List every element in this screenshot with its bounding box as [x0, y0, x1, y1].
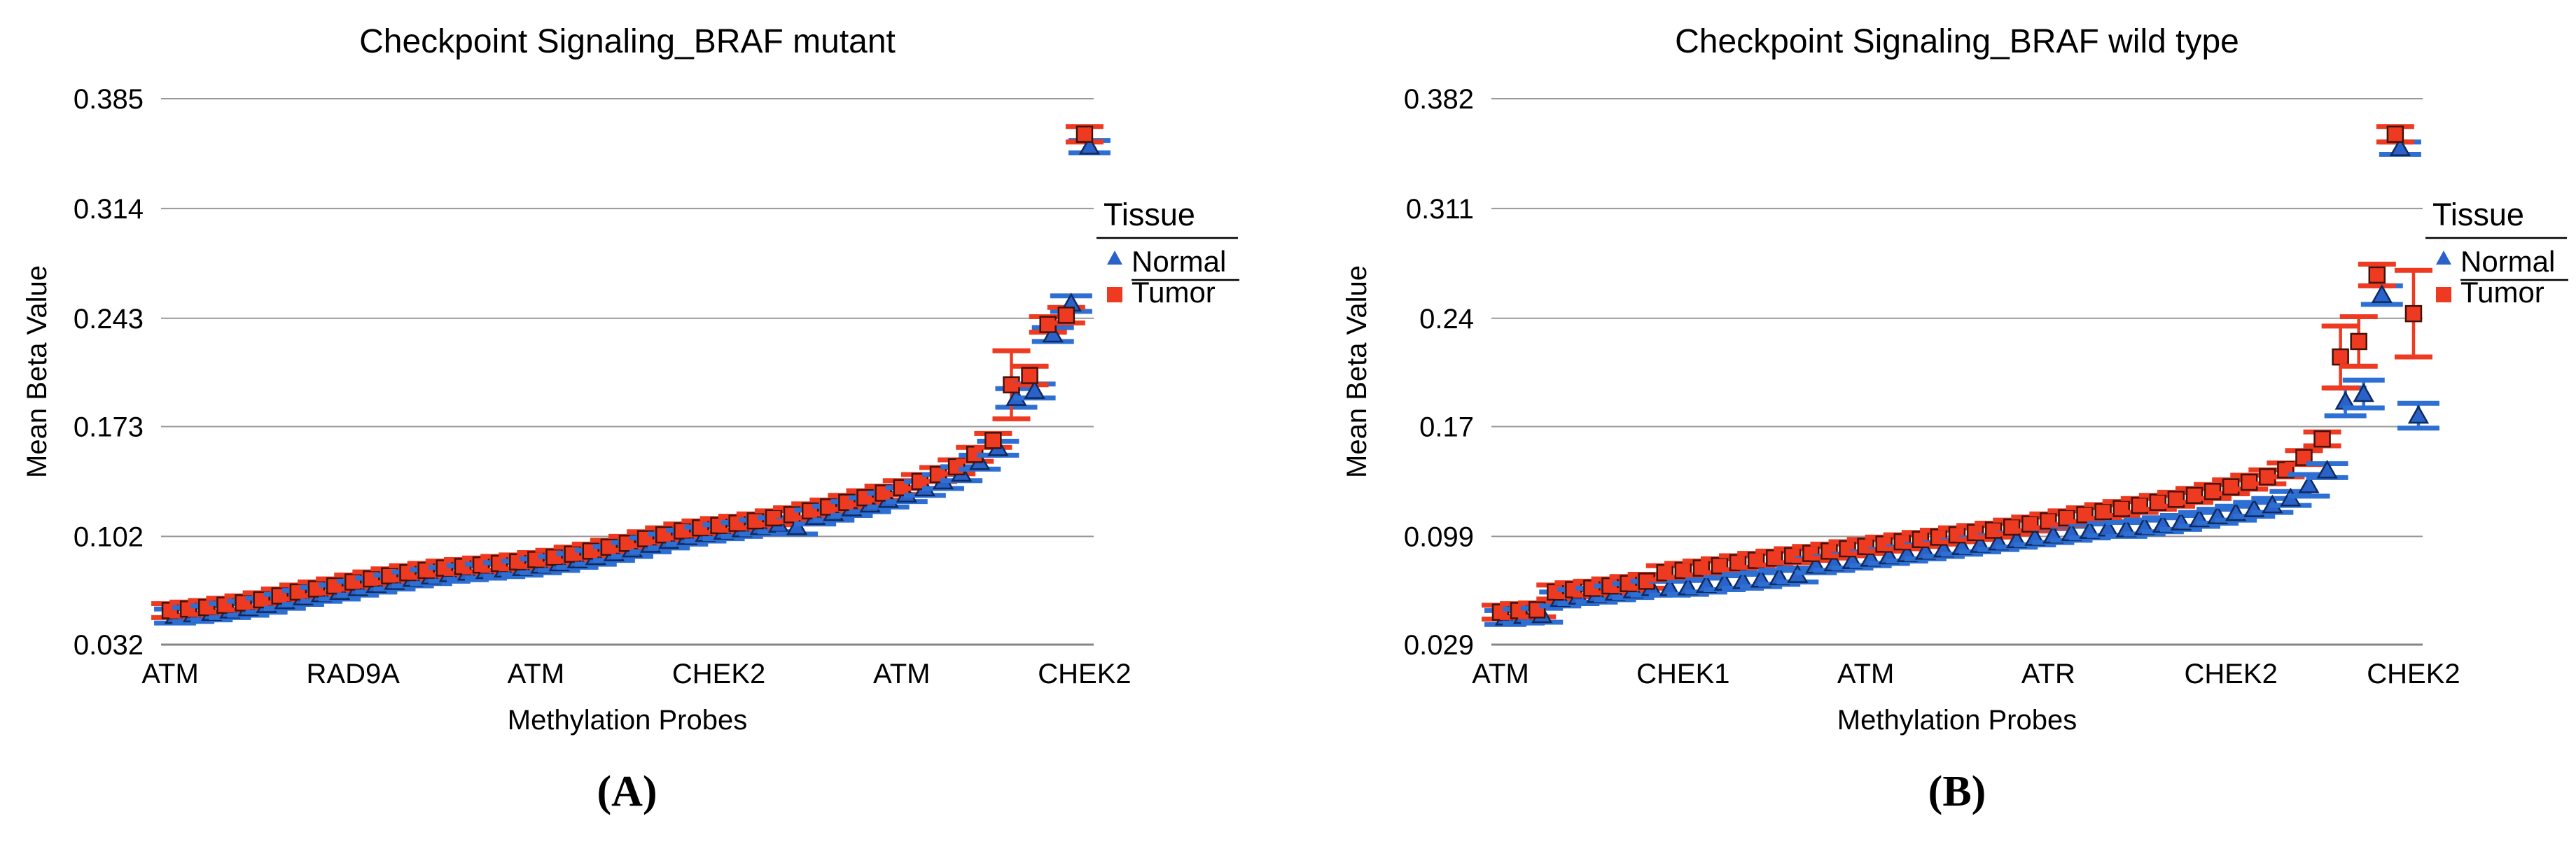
y-tick-label: 0.311	[1406, 194, 1474, 225]
caption-a: (A)	[597, 768, 657, 815]
y-tick-label: 0.385	[74, 84, 144, 115]
x-tick-label: ATM	[1472, 659, 1529, 689]
x-tick-label: CHEK2	[2367, 659, 2460, 689]
data-point-tumor	[2368, 266, 2386, 284]
x-tick-label: ATR	[2021, 659, 2075, 689]
data-point-tumor	[984, 432, 1002, 449]
y-tick-label: 0.314	[74, 194, 144, 225]
legend-tumor-square-icon	[2436, 287, 2451, 302]
y-tick-label: 0.099	[1404, 521, 1474, 552]
legend-tumor-square-icon	[1107, 287, 1122, 302]
data-point-tumor	[1021, 367, 1038, 384]
chart-title: Checkpoint Signaling_BRAF mutant	[359, 23, 896, 60]
data-point-normal	[2353, 383, 2374, 402]
y-tick-label: 0.032	[74, 630, 144, 661]
data-point-normal	[2316, 459, 2338, 479]
y-tick-label: 0.029	[1404, 630, 1474, 661]
data-point-normal	[2407, 405, 2430, 424]
data-point-normal	[1024, 380, 1045, 399]
data-point-normal	[2371, 284, 2393, 303]
y-tick-label: 0.24	[1419, 304, 1474, 335]
legend-entry-normal: Normal	[1132, 245, 1226, 278]
y-tick-label: 0.102	[74, 521, 144, 552]
legend-title: Tissue	[2432, 197, 2524, 232]
data-point-normal	[1042, 323, 1064, 343]
x-tick-label: ATM	[1837, 659, 1894, 689]
data-point-tumor	[2313, 430, 2331, 448]
data-point-tumor	[1075, 125, 1094, 143]
data-point-tumor	[1057, 307, 1075, 324]
data-point-normal	[2298, 474, 2320, 493]
data-point-tumor	[2350, 332, 2367, 351]
data-point-normal	[2389, 137, 2411, 156]
chart-panel-braf-wild-type: 0.382 0.311 0.24 0.17 0.099 0.029 ATM CHEK1 ATM A…	[1288, 0, 2576, 856]
x-tick-label: CHEK1	[1636, 659, 1729, 689]
data-point-tumor	[2386, 125, 2404, 143]
y-tick-label: 0.382	[1404, 84, 1474, 115]
x-tick-label: CHEK2	[2184, 659, 2277, 689]
legend-normal-triangle-icon	[1107, 251, 1122, 265]
y-tick-label: 0.17	[1419, 412, 1474, 442]
y-axis-label: Mean Beta Value	[22, 265, 53, 478]
legend-entry-normal: Normal	[2460, 245, 2555, 278]
x-tick-label: RAD9A	[307, 659, 401, 689]
data-point-tumor	[2332, 348, 2349, 366]
x-axis-label: Methylation Probes	[508, 705, 747, 736]
data-points	[151, 124, 1111, 626]
x-tick-label: ATM	[508, 659, 564, 689]
x-tick-label: ATM	[141, 659, 198, 689]
chart-title: Checkpoint Signaling_BRAF wild type	[1675, 23, 2239, 60]
y-tick-label: 0.243	[74, 304, 144, 335]
x-tick-label: CHEK2	[672, 659, 765, 689]
chart-panel-braf-mutant: 0.385 0.314 0.243 0.173 0.102 0.032 ATM RAD9A AT…	[22, 23, 1239, 815]
caption-b: (B)	[1928, 768, 1986, 815]
legend-normal-triangle-icon	[2436, 251, 2451, 265]
data-point-normal	[1078, 135, 1101, 155]
legend-title: Tissue	[1103, 197, 1195, 232]
data-point-tumor	[2404, 304, 2423, 323]
x-tick-label: CHEK2	[1038, 659, 1131, 689]
legend-entry-tumor: Tumor	[1132, 276, 1216, 309]
x-tick-label: ATM	[873, 659, 930, 689]
y-tick-label: 0.173	[74, 412, 144, 442]
legend-entry-tumor: Tumor	[2460, 276, 2544, 309]
y-axis-label: Mean Beta Value	[1342, 265, 1372, 478]
x-axis-label: Methylation Probes	[1837, 705, 2077, 736]
data-points	[1482, 124, 2439, 627]
